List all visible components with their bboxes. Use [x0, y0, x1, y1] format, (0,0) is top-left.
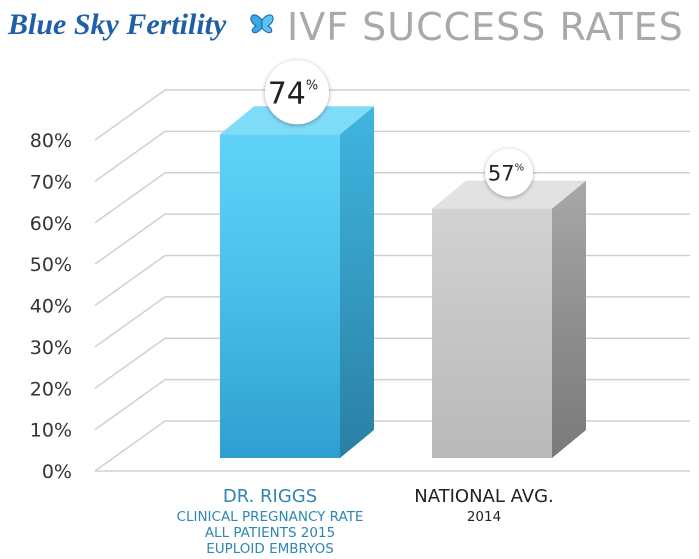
- bar-dr-riggs: 74%: [220, 60, 374, 458]
- category-sublabel: CLINICAL PREGNANCY RATE: [177, 509, 364, 525]
- y-tick-label: 10%: [30, 420, 72, 442]
- grid-line: [94, 254, 690, 307]
- bar-side: [552, 180, 586, 458]
- value-bubble: 57%: [485, 148, 533, 197]
- grid-line: [94, 337, 690, 389]
- bar-front: [220, 134, 340, 458]
- value-label: 57%: [488, 162, 524, 186]
- category-label: DR. RIGGS: [223, 486, 317, 507]
- bar-national-avg: 57%: [432, 148, 586, 458]
- grid-line: [94, 296, 690, 348]
- grid-line: [94, 420, 690, 472]
- category-label: NATIONAL AVG.: [414, 486, 554, 507]
- y-tick-label: 0%: [42, 461, 72, 483]
- y-axis-ticks: 0% 10% 20% 30% 40% 50% 60% 70% 80%: [30, 130, 72, 483]
- grid-line: [94, 89, 690, 141]
- value-bubble: 74%: [265, 60, 329, 125]
- grid-line: [94, 213, 690, 265]
- bars: 74% 57%: [220, 60, 586, 458]
- grid-lines: [94, 89, 690, 472]
- grid-line: [94, 172, 690, 224]
- page-title: IVF SUCCESS RATES: [287, 5, 684, 49]
- y-tick-label: 50%: [30, 254, 72, 276]
- y-tick-label: 20%: [30, 378, 72, 400]
- butterfly-icon: [250, 14, 274, 34]
- category-sublabel: ALL PATIENTS 2015: [205, 525, 335, 541]
- y-tick-label: 30%: [30, 337, 72, 359]
- y-tick-label: 70%: [30, 171, 72, 193]
- bar-side: [340, 106, 374, 458]
- brand-logo-text: Blue Sky Fertility: [7, 8, 227, 41]
- y-tick-label: 80%: [30, 130, 72, 152]
- grid-line: [94, 378, 690, 431]
- category-sublabel: EUPLOID EMBRYOS: [206, 541, 334, 557]
- category-sublabel: 2014: [467, 509, 501, 525]
- bar-front: [432, 208, 552, 458]
- y-tick-label: 60%: [30, 213, 72, 235]
- y-tick-label: 40%: [30, 296, 72, 318]
- value-label: 74%: [268, 76, 319, 111]
- grid-line: [94, 130, 690, 182]
